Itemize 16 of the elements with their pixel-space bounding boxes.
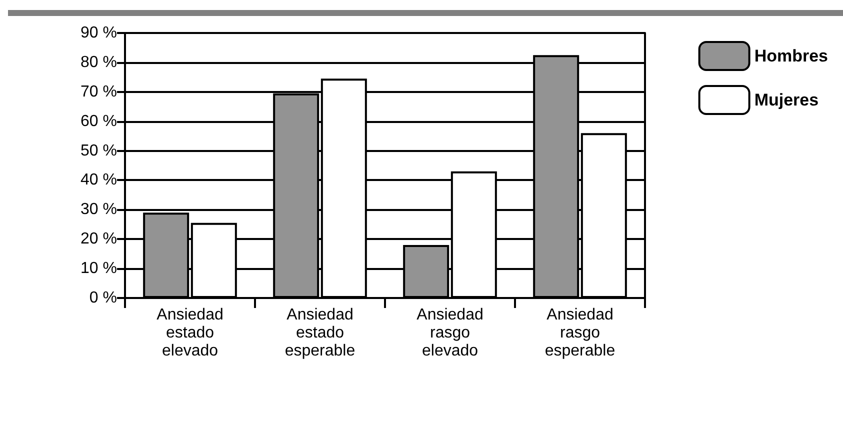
y-tick-label: 10 % (80, 260, 117, 278)
y-tick-label: 50 % (80, 142, 117, 160)
y-tick-label: 60 % (80, 112, 117, 130)
x-tick-label: Ansiedad rasgo esperable (544, 306, 616, 360)
legend-label: Hombres (754, 46, 828, 66)
y-tick-label: 30 % (80, 201, 117, 218)
y-tick-label: 70 % (80, 83, 117, 100)
x-tick-label: Ansiedad rasgo elevado (416, 306, 484, 360)
y-tick-label: 0 % (89, 290, 117, 306)
x-tick-label: Ansiedad estado esperable (284, 306, 356, 360)
legend-label: Mujeres (754, 90, 819, 110)
y-tick-label: 90 % (80, 24, 117, 42)
x-tick-label: Ansiedad estado elevado (156, 306, 224, 360)
y-tick-label: 20 % (80, 230, 117, 248)
y-tick-label: 80 % (80, 54, 117, 71)
y-tick-label: 40 % (80, 172, 117, 189)
